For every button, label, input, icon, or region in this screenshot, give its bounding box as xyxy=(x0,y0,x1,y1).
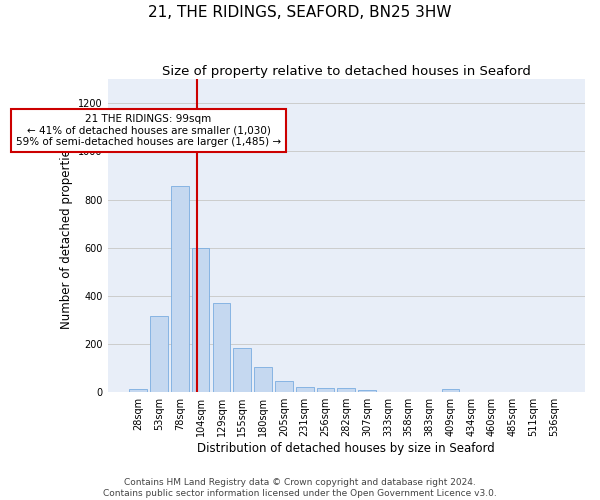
Text: Contains HM Land Registry data © Crown copyright and database right 2024.
Contai: Contains HM Land Registry data © Crown c… xyxy=(103,478,497,498)
Bar xyxy=(337,388,355,392)
Bar xyxy=(442,390,459,392)
Bar xyxy=(254,367,272,392)
Bar xyxy=(296,387,314,392)
Bar xyxy=(275,381,293,392)
Text: 21, THE RIDINGS, SEAFORD, BN25 3HW: 21, THE RIDINGS, SEAFORD, BN25 3HW xyxy=(148,5,452,20)
Bar xyxy=(212,303,230,392)
Title: Size of property relative to detached houses in Seaford: Size of property relative to detached ho… xyxy=(162,65,531,78)
Bar xyxy=(317,388,334,392)
Y-axis label: Number of detached properties: Number of detached properties xyxy=(59,142,73,328)
Bar xyxy=(130,388,147,392)
Text: 21 THE RIDINGS: 99sqm
← 41% of detached houses are smaller (1,030)
59% of semi-d: 21 THE RIDINGS: 99sqm ← 41% of detached … xyxy=(16,114,281,148)
Bar xyxy=(358,390,376,392)
Bar xyxy=(192,248,209,392)
Bar xyxy=(233,348,251,392)
Bar xyxy=(150,316,168,392)
Bar xyxy=(171,186,188,392)
X-axis label: Distribution of detached houses by size in Seaford: Distribution of detached houses by size … xyxy=(197,442,495,455)
